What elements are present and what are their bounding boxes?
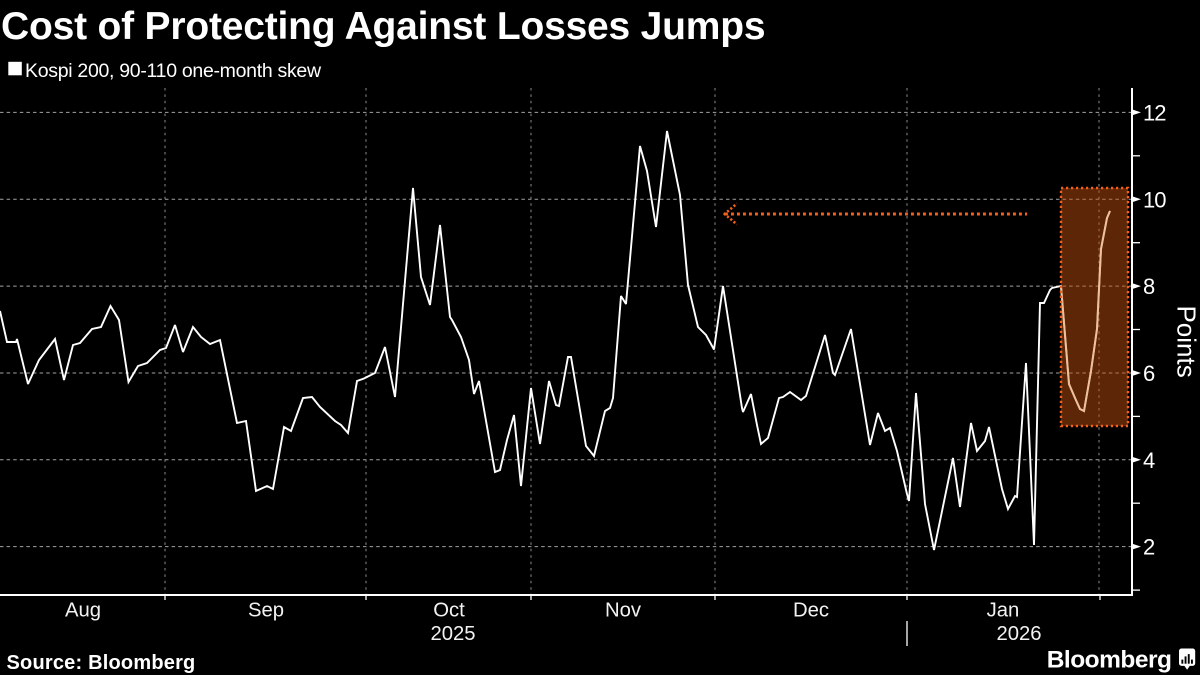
svg-text:Oct: Oct: [433, 600, 465, 622]
svg-text:6: 6: [1143, 361, 1155, 386]
svg-text:Jan: Jan: [987, 600, 1020, 622]
svg-text:2: 2: [1143, 535, 1155, 560]
svg-text:Nov: Nov: [605, 600, 642, 622]
svg-text:Cost of Protecting Against Los: Cost of Protecting Against Losses Jumps: [1, 5, 765, 48]
svg-text:4: 4: [1143, 448, 1155, 473]
svg-text:10: 10: [1143, 187, 1166, 212]
svg-text:Dec: Dec: [793, 600, 829, 622]
svg-text:Sep: Sep: [248, 600, 284, 622]
svg-text:2025: 2025: [430, 623, 475, 645]
svg-text:2026: 2026: [996, 623, 1041, 645]
svg-text:8: 8: [1143, 274, 1155, 299]
svg-text:Source: Bloomberg: Source: Bloomberg: [7, 652, 196, 674]
svg-text:Bloomberg: Bloomberg: [1047, 647, 1172, 674]
svg-text:Points: Points: [1172, 305, 1200, 377]
svg-text:Kospi 200, 90-110 one-month sk: Kospi 200, 90-110 one-month skew: [25, 60, 322, 82]
svg-text:Aug: Aug: [65, 600, 101, 622]
svg-text:12: 12: [1143, 100, 1166, 125]
